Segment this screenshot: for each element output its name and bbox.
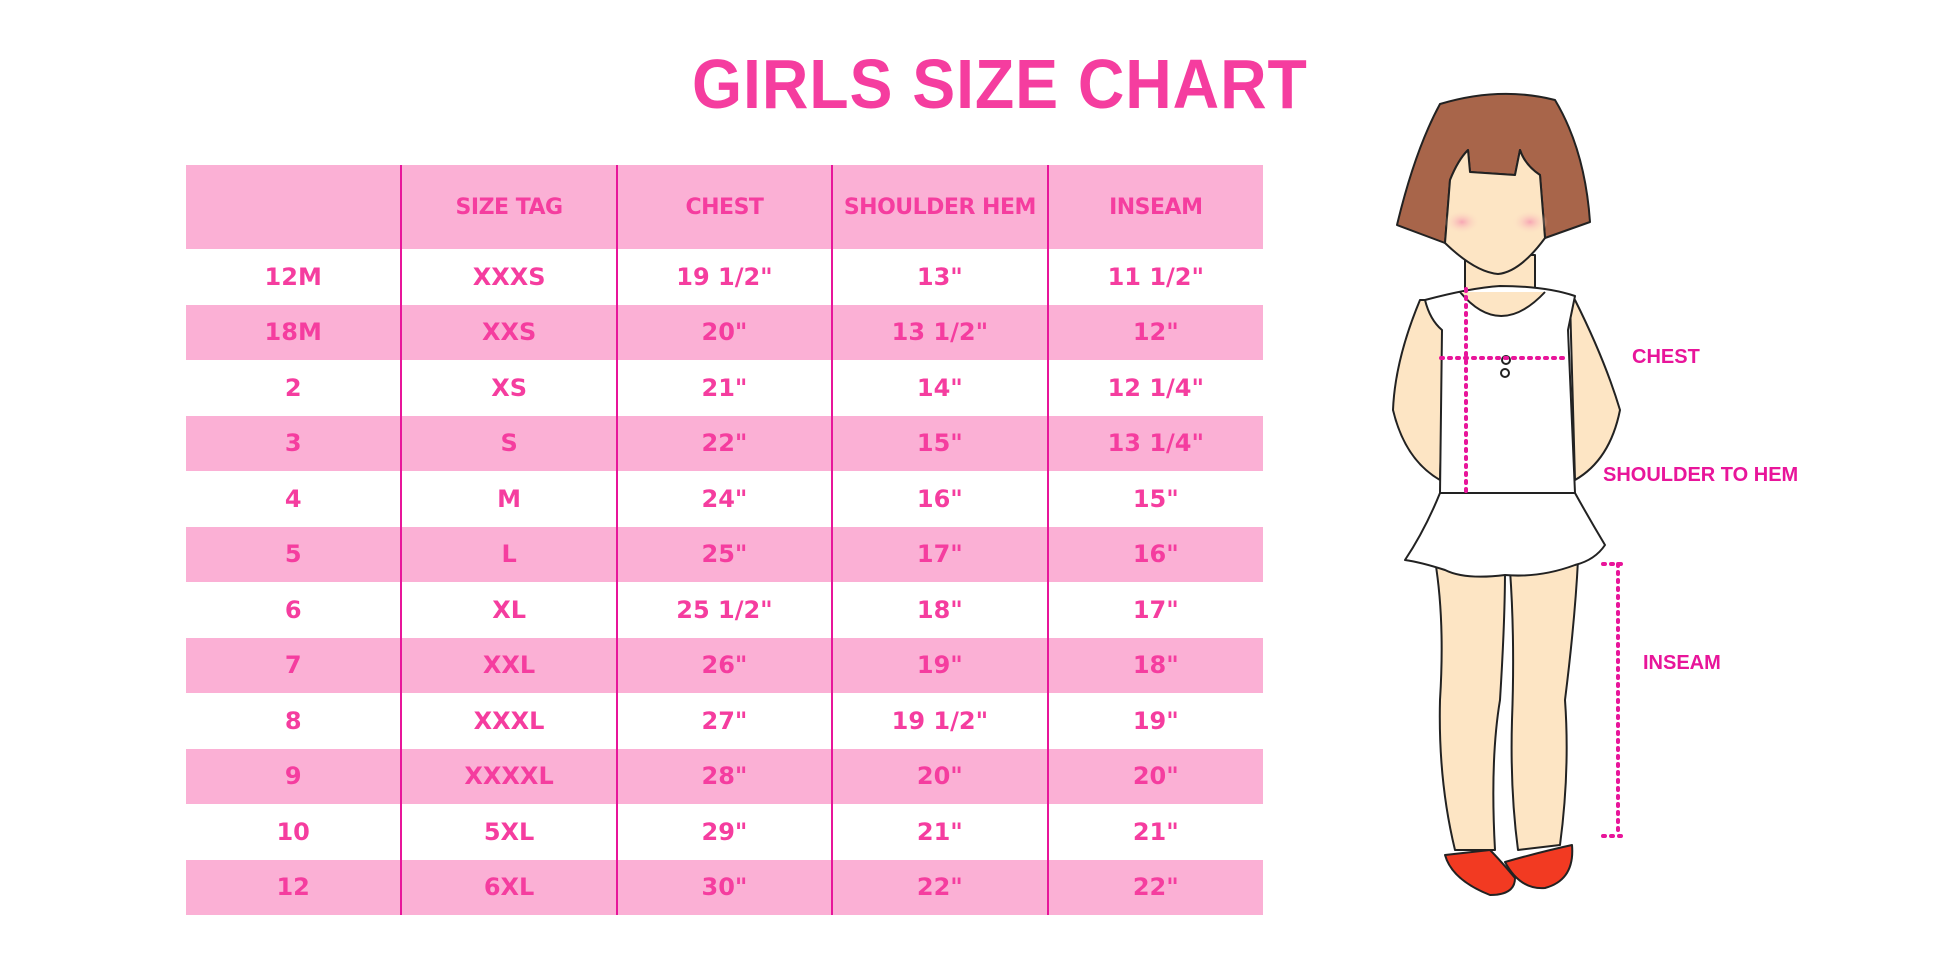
- cell-shoulder-hem: 15": [831, 415, 1048, 471]
- cell-size: 5: [186, 526, 402, 582]
- cell-size: 12: [186, 859, 402, 915]
- table-row: 6 XL 25 1/2" 18" 17": [186, 582, 1263, 638]
- cell-shoulder-hem: 19 1/2": [831, 693, 1048, 749]
- header-chest: CHEST: [615, 165, 833, 249]
- header-shoulder-hem: SHOULDER HEM: [831, 165, 1048, 249]
- cell-inseam: 12": [1046, 304, 1263, 360]
- cell-size: 2: [284, 373, 302, 402]
- cell-size-tag: XXL: [400, 637, 617, 693]
- left-shoe: [1444, 849, 1516, 896]
- cell-chest: 26": [615, 637, 833, 693]
- cell-size: 8: [284, 706, 302, 735]
- cell-shoulder-hem: 17": [831, 526, 1048, 582]
- cell-chest: 27": [615, 693, 833, 749]
- cell-inseam: 15": [1046, 471, 1263, 527]
- inseam-label: INSEAM: [1643, 652, 1721, 674]
- size-chart-table: SIZE TAG CHEST SHOULDER HEM INSEAM 12M XX…: [186, 165, 1263, 915]
- cell-size-tag: XS: [400, 360, 617, 416]
- right-arm: [1569, 299, 1621, 481]
- cell-chest: 21": [615, 360, 833, 416]
- cell-chest: 20": [615, 304, 833, 360]
- cell-size-tag: XL: [400, 582, 617, 638]
- left-leg: [1434, 559, 1506, 851]
- cell-inseam: 22": [1046, 859, 1263, 915]
- cell-size-tag: 6XL: [400, 859, 617, 915]
- cell-chest: 28": [615, 748, 833, 804]
- cell-chest: 25 1/2": [615, 582, 833, 638]
- table-row: 5 L 25" 17" 16": [186, 526, 1263, 582]
- cell-shoulder-hem: 18": [831, 582, 1048, 638]
- cell-shoulder-hem: 13 1/2": [831, 304, 1048, 360]
- right-leg: [1509, 559, 1579, 851]
- cell-shoulder-hem: 20": [831, 748, 1048, 804]
- table-row: 12M XXXS 19 1/2" 13" 11 1/2": [186, 249, 1263, 305]
- cell-size-tag: XXXXL: [400, 748, 617, 804]
- table-row: 9 XXXXL 28" 20" 20": [186, 748, 1263, 804]
- cell-chest: 19 1/2": [615, 249, 833, 305]
- left-arm: [1392, 299, 1446, 481]
- table-row: 12 6XL 30" 22" 22": [186, 859, 1263, 915]
- cell-size: 10: [276, 817, 310, 846]
- header-size: [186, 165, 402, 249]
- cell-shoulder-hem: 16": [831, 471, 1048, 527]
- table-row: 10 5XL 29" 21" 21": [186, 804, 1263, 860]
- cell-size: 7: [186, 637, 402, 693]
- cell-size: 9: [186, 748, 402, 804]
- cell-chest: 25": [615, 526, 833, 582]
- cell-size: 3: [186, 415, 402, 471]
- table-row: 3 S 22" 15" 13 1/4": [186, 415, 1263, 471]
- cell-chest: 30": [615, 859, 833, 915]
- table-row: 7 XXL 26" 19" 18": [186, 637, 1263, 693]
- cell-size-tag: S: [400, 415, 617, 471]
- face: [1444, 149, 1546, 275]
- header-inseam: INSEAM: [1046, 165, 1263, 249]
- cell-size-tag: 5XL: [400, 804, 617, 860]
- page-title: GIRLS SIZE CHART: [692, 45, 1308, 123]
- cell-inseam: 17": [1046, 582, 1263, 638]
- header-size-tag: SIZE TAG: [400, 165, 617, 249]
- right-shoe: [1504, 844, 1574, 890]
- cell-chest: 24": [615, 471, 833, 527]
- skirt: [1404, 492, 1606, 578]
- cell-size-tag: M: [400, 471, 617, 527]
- cell-shoulder-hem: 22": [831, 859, 1048, 915]
- cell-inseam: 12 1/4": [1046, 360, 1263, 416]
- cell-inseam: 11 1/2": [1046, 249, 1263, 305]
- cell-size-tag: XXS: [400, 304, 617, 360]
- cell-size: 18M: [186, 304, 402, 360]
- cell-size: 6: [284, 595, 302, 624]
- cell-size: 12M: [264, 262, 322, 291]
- cell-inseam: 20": [1046, 748, 1263, 804]
- cell-shoulder-hem: 19": [831, 637, 1048, 693]
- cell-inseam: 21": [1046, 804, 1263, 860]
- table-row: 4 M 24" 16" 15": [186, 471, 1263, 527]
- cell-inseam: 13 1/4": [1046, 415, 1263, 471]
- cell-chest: 29": [615, 804, 833, 860]
- cell-shoulder-hem: 14": [831, 360, 1048, 416]
- table-row: 2 XS 21" 14" 12 1/4": [186, 360, 1263, 416]
- cell-shoulder-hem: 21": [831, 804, 1048, 860]
- cell-shoulder-hem: 13": [831, 249, 1048, 305]
- cell-size-tag: XXXL: [400, 693, 617, 749]
- cell-size-tag: L: [400, 526, 617, 582]
- chest-label: CHEST: [1632, 346, 1700, 368]
- cell-chest: 22": [615, 415, 833, 471]
- shoulder-to-hem-label: SHOULDER TO HEM: [1603, 464, 1799, 486]
- shirt: [1424, 285, 1576, 494]
- table-row: 8 XXXL 27" 19 1/2" 19": [186, 693, 1263, 749]
- cell-size-tag: XXXS: [400, 249, 617, 305]
- cell-inseam: 16": [1046, 526, 1263, 582]
- cell-size: 4: [284, 484, 302, 513]
- cell-inseam: 18": [1046, 637, 1263, 693]
- table-row: 18M XXS 20" 13 1/2" 12": [186, 304, 1263, 360]
- table-header-row: SIZE TAG CHEST SHOULDER HEM INSEAM: [186, 165, 1263, 249]
- cell-inseam: 19": [1046, 693, 1263, 749]
